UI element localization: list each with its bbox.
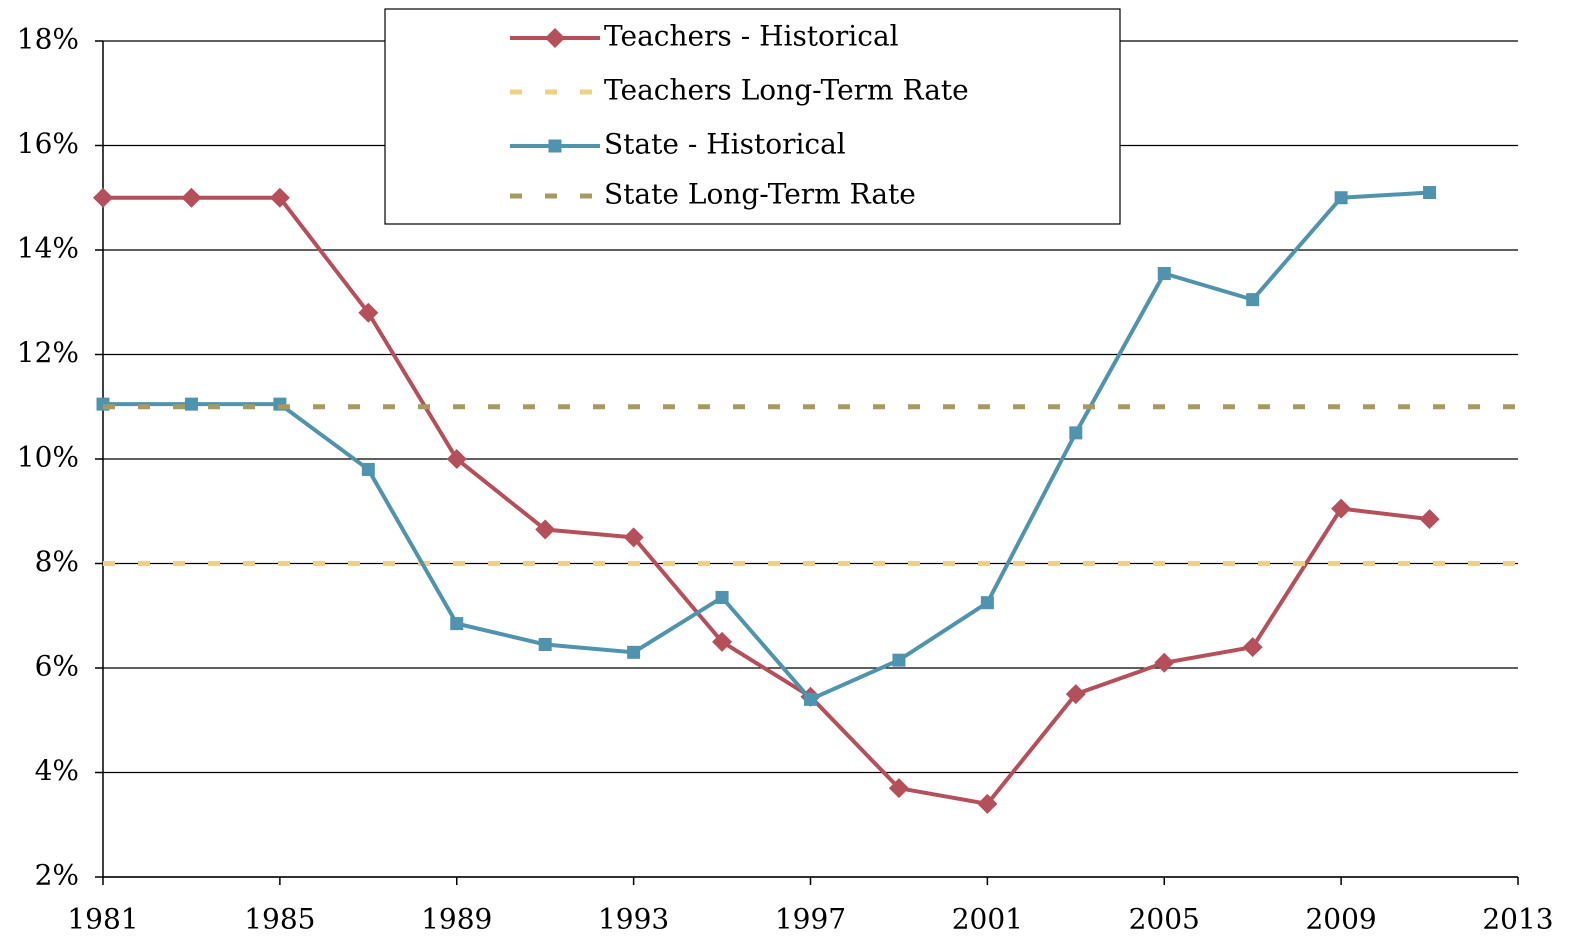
x-tick-label: 1981	[67, 903, 138, 936]
marker	[1065, 684, 1086, 705]
marker	[980, 596, 994, 610]
marker	[538, 637, 552, 651]
y-tick-label: 12%	[17, 336, 79, 369]
marker	[1246, 293, 1260, 307]
marker	[535, 519, 556, 540]
marker	[1419, 509, 1440, 530]
marker	[1157, 267, 1171, 281]
marker	[892, 653, 906, 667]
marker	[269, 187, 290, 208]
y-tick-label: 6%	[35, 650, 79, 683]
x-tick-label: 1993	[598, 903, 669, 936]
x-tick-label: 1989	[421, 903, 492, 936]
marker	[1242, 637, 1263, 658]
y-tick-label: 16%	[17, 127, 79, 160]
y-tick-label: 14%	[17, 232, 79, 265]
marker	[181, 187, 202, 208]
y-tick-label: 2%	[35, 859, 79, 892]
marker	[804, 692, 817, 706]
marker	[1154, 652, 1175, 673]
legend-marker	[548, 139, 562, 153]
marker	[715, 590, 729, 604]
y-tick-label: 10%	[17, 441, 79, 474]
marker	[1423, 186, 1437, 200]
marker	[361, 462, 375, 476]
y-tick-label: 4%	[35, 754, 79, 787]
legend: Teachers - Historical Teachers Long-Term …	[384, 8, 1121, 225]
legend-label: State - Historical	[604, 128, 846, 161]
marker	[93, 187, 113, 208]
marker	[977, 793, 998, 814]
marker	[712, 631, 733, 652]
x-tick-label: 2005	[1129, 903, 1200, 936]
y-tick-label: 18%	[17, 23, 79, 56]
marker	[446, 449, 467, 469]
marker	[358, 302, 379, 323]
x-tick-label: 2009	[1305, 903, 1376, 936]
series-line	[103, 195, 1430, 807]
legend-marker	[545, 28, 565, 48]
marker	[1334, 191, 1348, 205]
x-tick-label: 2013	[1482, 903, 1553, 936]
legend-label: Teachers Long-Term Rate	[604, 74, 969, 107]
legend-label: State Long-Term Rate	[604, 178, 916, 211]
marker	[184, 397, 198, 411]
marker	[627, 645, 641, 659]
x-tick-label: 1985	[244, 903, 315, 936]
x-tick-label: 1997	[775, 903, 846, 936]
x-tick-label: 2001	[952, 903, 1023, 936]
legend-box	[384, 8, 1121, 225]
marker	[888, 778, 909, 799]
marker	[1331, 498, 1352, 519]
series-line	[103, 190, 1430, 702]
legend-label: Teachers - Historical	[604, 20, 899, 53]
marker	[1069, 426, 1083, 440]
marker	[623, 527, 644, 548]
marker	[450, 617, 464, 631]
y-tick-label: 8%	[35, 545, 79, 578]
